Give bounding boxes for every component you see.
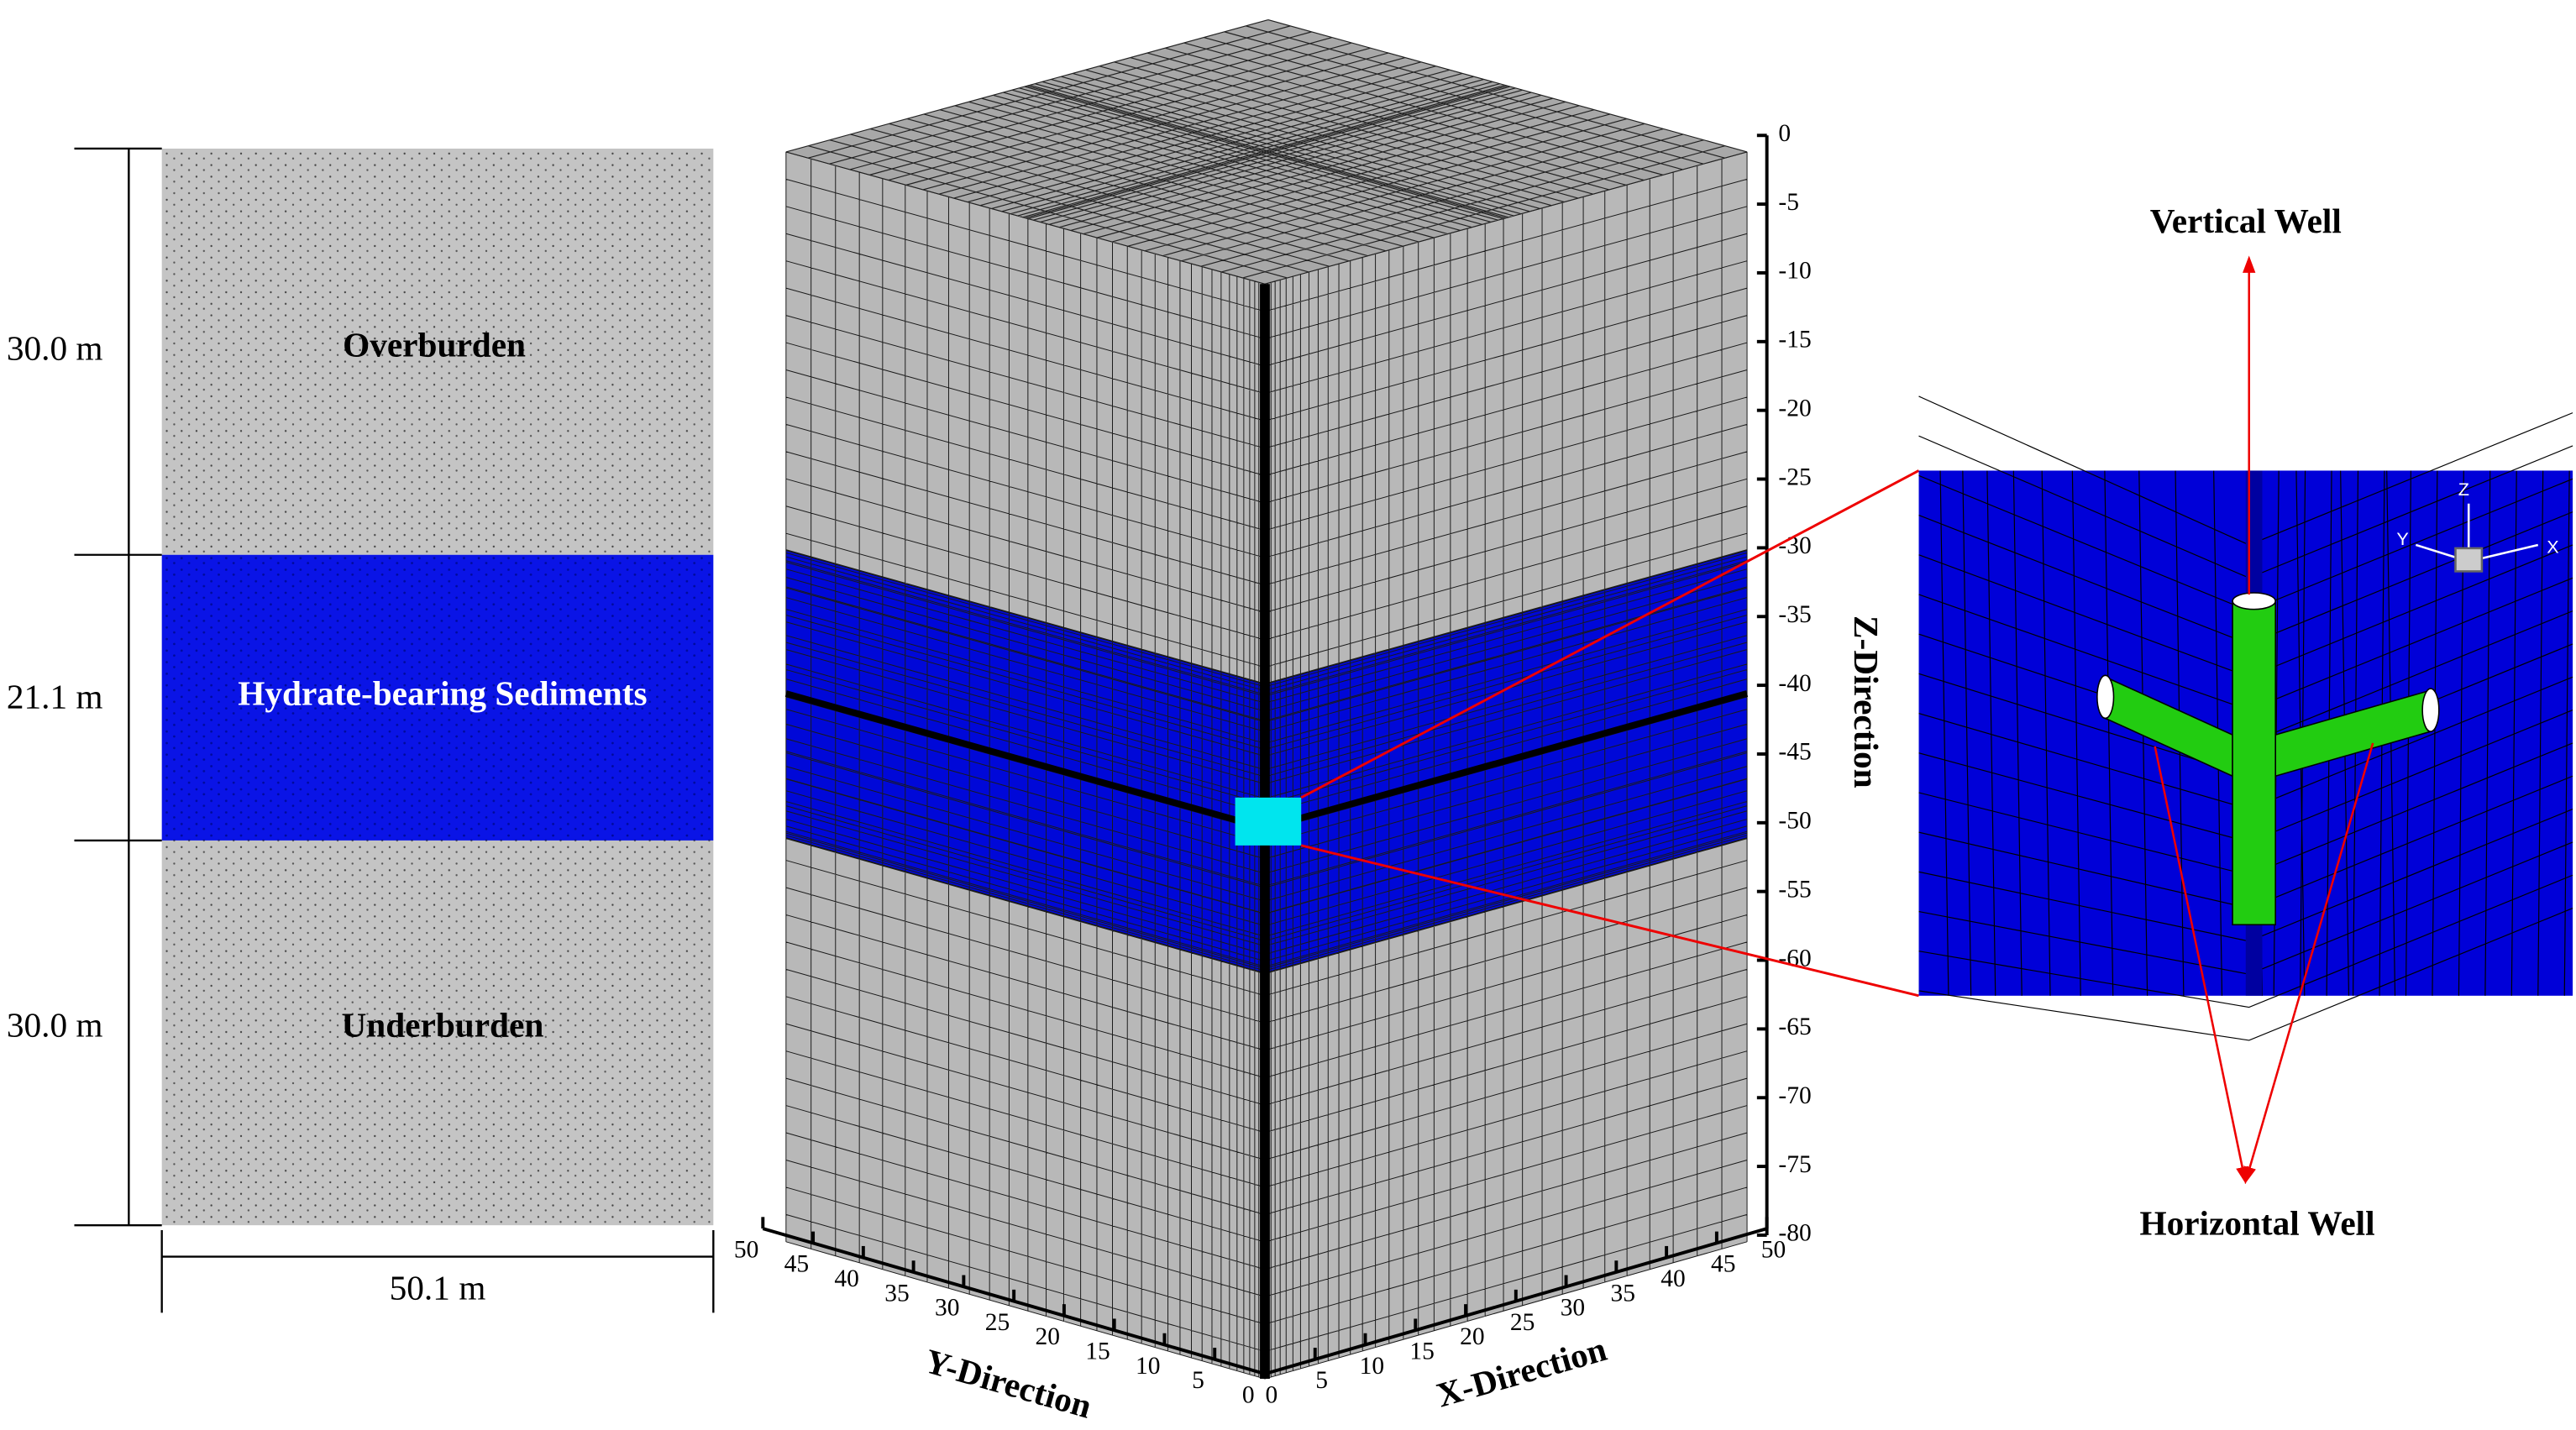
z-tick-label: -25: [1778, 464, 1811, 490]
tick-label: 5: [1192, 1367, 1204, 1394]
top-face: [785, 19, 1748, 285]
tick-label: 45: [1711, 1251, 1735, 1278]
z-tick-label: 0: [1778, 120, 1791, 147]
tick-label: 50: [1761, 1236, 1786, 1263]
y-axis-label: Y-Direction: [921, 1341, 1096, 1425]
right-face: [1263, 151, 1749, 1380]
tick-label: 40: [834, 1265, 858, 1292]
well-line: [784, 690, 1267, 832]
tick-label: 35: [1610, 1280, 1634, 1307]
zoom-box: [1235, 797, 1302, 846]
layer-label: Overburden: [343, 325, 526, 364]
z-tick-label: -40: [1778, 670, 1811, 697]
tick-label: 25: [985, 1309, 1010, 1336]
z-tick-label: -20: [1778, 395, 1811, 422]
z-tick-label: -10: [1778, 258, 1811, 285]
horizontal-well-label: Horizontal Well: [2139, 1204, 2374, 1243]
z-tick-label: -65: [1778, 1014, 1811, 1040]
arrow: [2243, 742, 2374, 1184]
z-tick-label: -75: [1778, 1151, 1811, 1178]
triad-label: Z: [2458, 479, 2469, 500]
grid: [785, 19, 1748, 285]
layer-label: Hydrate-bearing Sediments: [238, 673, 647, 712]
mesh-axes: 0-5-10-15-20-25-30-35-40-45-50-55-60-65-…: [734, 120, 1886, 1426]
tick-label: 0: [1242, 1381, 1255, 1408]
tick-label: 40: [1660, 1265, 1685, 1292]
tick-label: 50: [734, 1236, 758, 1263]
tick-label: 10: [1360, 1353, 1384, 1380]
well: [2096, 592, 2440, 926]
tick-label: 15: [1085, 1338, 1110, 1365]
thickness-label: 21.1 m: [7, 677, 103, 715]
thickness-label: 30.0 m: [7, 1006, 103, 1045]
overburden-layer: [161, 148, 714, 555]
well-line: [1263, 690, 1749, 832]
zoom-line: [1300, 844, 1919, 998]
tick-label: 45: [784, 1251, 809, 1278]
layer-label: Underburden: [341, 1006, 543, 1045]
zoom-line: [1300, 469, 1920, 799]
tick-label: 20: [1036, 1323, 1060, 1350]
x-axis-label: X-Direction: [1432, 1329, 1611, 1415]
triad-label: X: [2547, 537, 2558, 558]
tick-label: 0: [1265, 1381, 1278, 1408]
tick-label: 35: [884, 1280, 909, 1307]
tick-label: 25: [1510, 1309, 1535, 1336]
z-tick-label: -35: [1778, 601, 1811, 628]
tick-label: 30: [1561, 1295, 1585, 1322]
left-face: [784, 151, 1267, 1380]
left-panel: Overburden Hydrate-bearing Sediments Und…: [7, 147, 715, 1313]
z-tick-label: -15: [1778, 327, 1811, 354]
tick-label: 5: [1315, 1367, 1328, 1394]
tick-label: 15: [1409, 1338, 1434, 1365]
underburden-layer: [161, 840, 714, 1226]
z-tick-label: -55: [1778, 876, 1811, 903]
triad-label: Y: [2396, 528, 2408, 549]
z-axis-label: Z-Direction: [1847, 615, 1886, 788]
z-tick-label: -50: [1778, 808, 1811, 835]
vertical-well-label: Vertical Well: [2150, 202, 2342, 240]
z-tick-label: -5: [1778, 189, 1799, 216]
tick-label: 20: [1460, 1323, 1484, 1350]
inset: Z Y X: [1918, 395, 2573, 1041]
hydrate-layer: [161, 554, 714, 841]
tick-label: 10: [1136, 1353, 1160, 1380]
width-label: 50.1 m: [390, 1268, 486, 1307]
mesh-block: [784, 19, 1749, 1380]
z-tick-label: -80: [1778, 1220, 1811, 1247]
z-tick-label: -45: [1778, 739, 1811, 766]
thickness-label: 30.0 m: [7, 328, 103, 367]
axis-triad: [2415, 503, 2539, 573]
tick-label: 30: [935, 1295, 959, 1322]
z-tick-label: -70: [1778, 1082, 1811, 1109]
dimension-lines: [74, 147, 715, 1313]
arrow: [2154, 746, 2249, 1185]
